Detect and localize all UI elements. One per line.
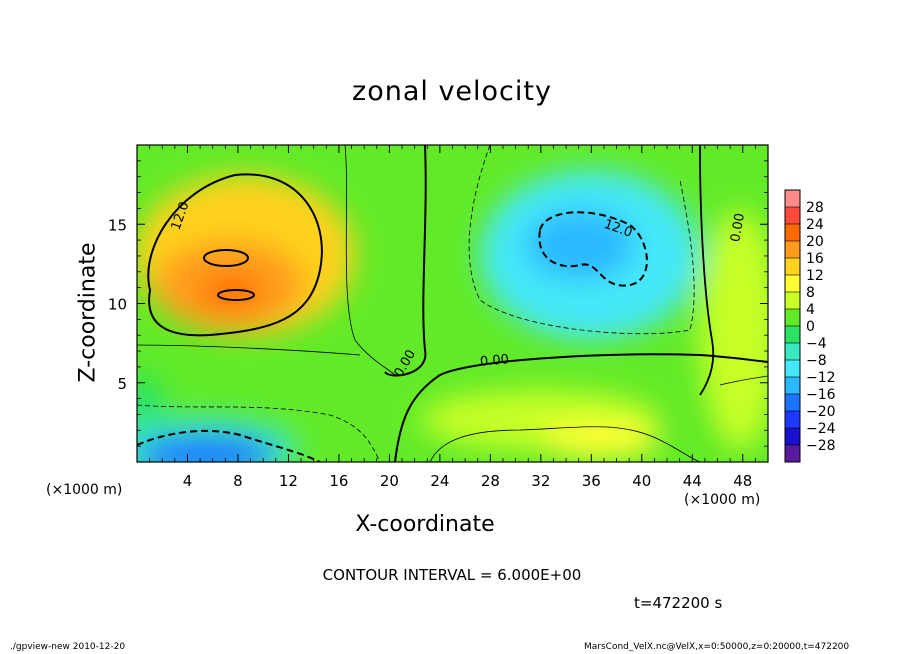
- y-tick-label: 15: [108, 216, 127, 234]
- colorbar-swatch: [785, 224, 800, 242]
- colorbar-label: 8: [806, 285, 815, 301]
- colorbar-swatch: [785, 241, 800, 259]
- x-unit-label-right: (×1000 m): [684, 492, 761, 508]
- colorbar-swatch: [785, 394, 800, 412]
- x-tick-label: 32: [531, 472, 550, 490]
- field-shading: [137, 145, 768, 462]
- x-tick-label: 48: [733, 472, 752, 490]
- colorbar-swatch: [785, 275, 800, 293]
- colorbar-label: −8: [806, 353, 827, 369]
- colorbar-label: 24: [806, 217, 824, 233]
- colorbar-label: 16: [806, 251, 824, 267]
- colorbar-label: −4: [806, 336, 827, 352]
- colorbar-label: −24: [806, 421, 836, 437]
- x-tick-label: 36: [582, 472, 601, 490]
- x-unit-label-left: (×1000 m): [46, 482, 123, 498]
- colorbar-swatch: [785, 326, 800, 344]
- y-tick-label: 5: [117, 375, 127, 393]
- x-tick-label: 44: [683, 472, 702, 490]
- colorbar-swatch: [785, 445, 800, 463]
- colorbar-label: −28: [806, 438, 836, 454]
- x-tick-label: 12: [279, 472, 298, 490]
- y-tick-label: 10: [108, 296, 127, 314]
- colorbar-label: −16: [806, 387, 836, 403]
- colorbar-swatch: [785, 377, 800, 395]
- colorbar-swatch: [785, 190, 800, 208]
- colorbar-swatch: [785, 360, 800, 378]
- colorbar-swatch: [785, 343, 800, 361]
- contour-lines: [137, 145, 768, 462]
- colorbar-label: 20: [806, 234, 824, 250]
- colorbar-label: −20: [806, 404, 836, 420]
- colorbar-label: 0: [806, 319, 815, 335]
- colorbar-swatch: [785, 428, 800, 446]
- x-tick-label: 20: [380, 472, 399, 490]
- time-label: t=472200 s: [634, 594, 723, 612]
- colorbar-label: −12: [806, 370, 836, 386]
- colorbar-swatch: [785, 411, 800, 429]
- colorbar-label: 4: [806, 302, 815, 318]
- x-tick-label: 24: [430, 472, 449, 490]
- contour-interval-label: CONTOUR INTERVAL = 6.000E+00: [322, 566, 582, 584]
- colorbar-label: 28: [806, 200, 824, 216]
- colorbar-label: 12: [806, 268, 824, 284]
- x-tick-label: 28: [481, 472, 500, 490]
- footer-left: ./gpview-new 2010-12-20: [10, 642, 126, 652]
- x-tick-label: 16: [329, 472, 348, 490]
- colorbar-swatch: [785, 258, 800, 276]
- x-tick-label: 8: [233, 472, 243, 490]
- footer-right: MarsCond_VelX.nc@VelX,x=0:50000,z=0:2000…: [584, 642, 850, 652]
- x-tick-label: 40: [632, 472, 651, 490]
- chart-title: zonal velocity: [352, 76, 552, 107]
- colorbar-swatch: [785, 309, 800, 327]
- contour-label: 0.00: [479, 352, 509, 369]
- colorbar-swatch: [785, 292, 800, 310]
- x-axis-label: X-coordinate: [355, 512, 495, 537]
- contour-label: 0.00: [728, 212, 748, 243]
- colorbar-swatch: [785, 207, 800, 225]
- x-tick-label: 4: [183, 472, 193, 490]
